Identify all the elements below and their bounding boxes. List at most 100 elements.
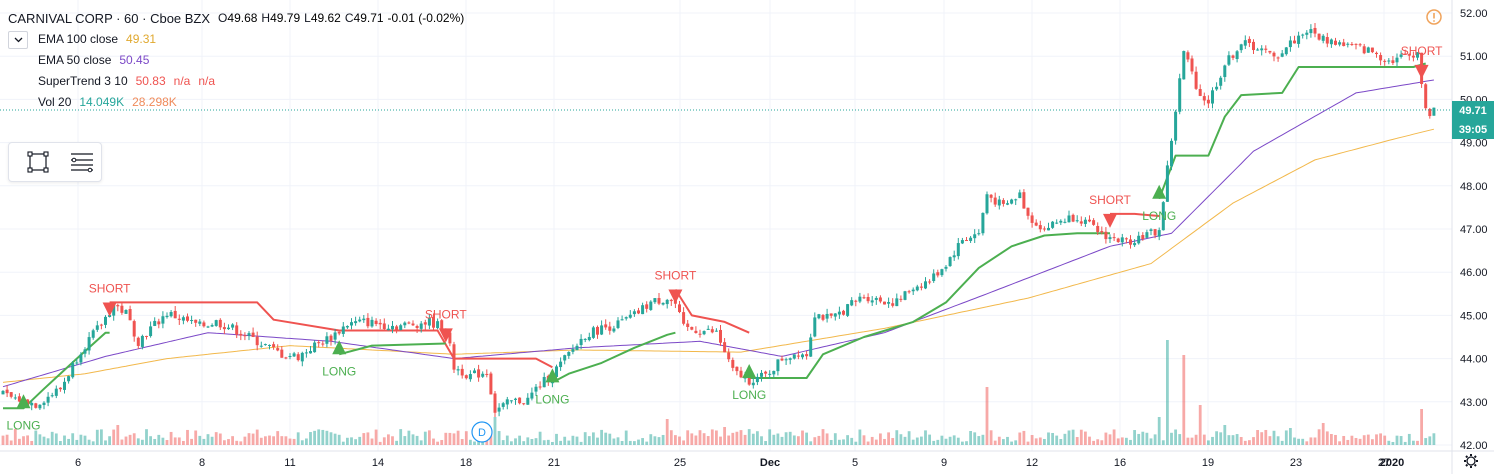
candle-up: [300, 352, 304, 362]
volume-bar: [395, 440, 398, 445]
volume-bar: [1375, 434, 1378, 445]
candle-up: [624, 317, 628, 319]
volume-bar: [337, 434, 341, 445]
candle-up: [706, 328, 710, 330]
volume-bar: [1280, 440, 1284, 445]
volume-bar: [1350, 435, 1354, 445]
volume-bar: [444, 432, 448, 445]
volume-average: 28.298K: [132, 95, 177, 109]
candle-down: [26, 399, 30, 406]
x-tick-label: Dec: [760, 457, 780, 469]
volume-bar: [821, 429, 825, 445]
volume-bar: [428, 430, 431, 445]
candle-up: [1165, 165, 1169, 202]
symbol-title[interactable]: CARNIVAL CORP · 60 · Cboe BZX: [8, 11, 211, 26]
candle-up: [46, 396, 50, 403]
candle-up: [948, 257, 952, 267]
candle-down: [1141, 235, 1145, 240]
dividend-marker[interactable]: D: [471, 421, 493, 443]
volume-bar: [481, 441, 485, 445]
long-signal-marker: [742, 364, 757, 379]
volume-bar: [731, 432, 735, 445]
candle-up: [247, 333, 251, 336]
candle-down: [464, 375, 468, 379]
short-signal-label: SHORT: [1089, 193, 1131, 207]
candle-down: [719, 329, 722, 343]
volume-bar: [1018, 432, 1022, 445]
candle-up: [333, 332, 337, 340]
candle-up: [1059, 220, 1063, 223]
volume-bar: [1272, 430, 1276, 445]
volume-bar: [1207, 440, 1210, 445]
candle-up: [587, 336, 591, 341]
candle-up: [973, 234, 977, 239]
candle-up: [30, 402, 34, 406]
candle-down: [678, 304, 681, 313]
alert-circle-icon[interactable]: [1426, 9, 1442, 25]
candle-up: [1145, 232, 1149, 238]
candle-down: [1375, 52, 1378, 55]
candle-up: [600, 325, 604, 335]
candle-down: [1190, 58, 1194, 72]
x-tick-label: 16: [1114, 457, 1126, 469]
volume-bar: [1235, 434, 1239, 445]
volume-label: Vol 20: [38, 95, 72, 109]
candle-down: [690, 326, 694, 330]
candle-down: [477, 369, 481, 378]
volume-bar: [1407, 433, 1411, 445]
candle-down: [866, 297, 870, 302]
candle-up: [358, 319, 362, 322]
candle-up: [1395, 57, 1399, 63]
candle-down: [735, 366, 739, 372]
volume-bar: [1330, 434, 1333, 445]
ema50-row[interactable]: EMA 50 close 50.45: [8, 50, 468, 71]
volume-bar: [218, 433, 222, 445]
candle-down: [698, 333, 702, 335]
volume-bar: [1055, 435, 1059, 445]
volume-bar: [1227, 435, 1231, 445]
volume-bar: [842, 439, 845, 445]
volume-bar: [1059, 439, 1063, 445]
candle-up: [399, 325, 403, 331]
volume-bar: [702, 433, 706, 445]
supertrend-extra2: n/a: [198, 74, 216, 88]
volume-bar: [1108, 434, 1112, 445]
ema100-row[interactable]: EMA 100 close 49.31: [8, 29, 468, 50]
candle-up: [620, 319, 624, 321]
candle-down: [1026, 207, 1030, 216]
volume-bar: [464, 431, 468, 445]
supertrend-up: [1158, 62, 1426, 200]
volume-bar: [223, 440, 226, 445]
candle-up: [571, 349, 575, 352]
supertrend-up: [749, 232, 1110, 379]
candle-down: [1116, 238, 1120, 242]
candle-up: [13, 397, 17, 399]
supertrend-down: [1110, 212, 1160, 217]
volume-bar: [653, 436, 657, 445]
gear-icon[interactable]: [1464, 454, 1478, 468]
high-value: 49.79: [270, 11, 301, 25]
candle-up: [542, 376, 546, 388]
collapse-legend-button[interactable]: [8, 30, 28, 49]
candle-up: [473, 370, 476, 374]
candle-up: [436, 321, 440, 329]
volume-bar: [1125, 437, 1128, 445]
volume-bar: [809, 441, 813, 445]
candle-up: [514, 398, 517, 400]
supertrend-row[interactable]: SuperTrend 3 10 50.83 n/a n/a: [8, 71, 468, 92]
lines-tool[interactable]: [67, 147, 97, 177]
volume-bar: [1424, 438, 1428, 445]
volume-bar: [1432, 433, 1436, 445]
volume-bar: [325, 430, 329, 445]
volume-bar: [1239, 437, 1243, 445]
candle-up: [231, 324, 235, 328]
rectangle-tool-icon: [27, 151, 49, 173]
candle-up: [79, 354, 83, 363]
volume-row[interactable]: Vol 20 14.049K 28.298K: [8, 92, 468, 113]
candle-down: [669, 299, 673, 302]
volume-bar: [747, 429, 751, 445]
candle-down: [255, 336, 259, 346]
volume-bar: [104, 440, 107, 445]
rectangle-tool[interactable]: [23, 147, 53, 177]
